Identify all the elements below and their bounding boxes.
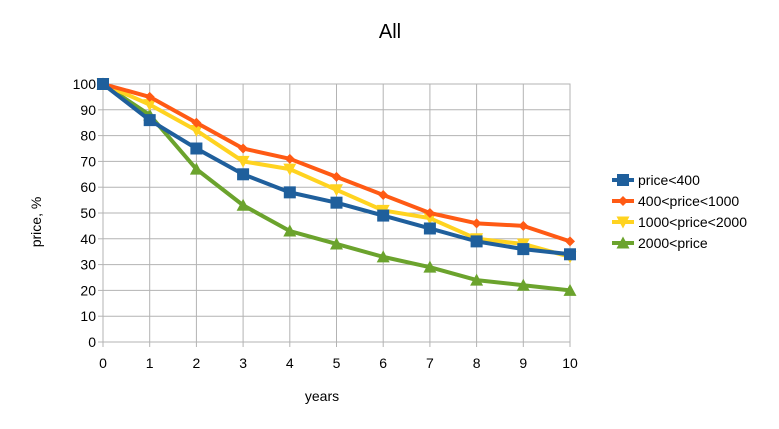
x-axis-label: years	[305, 388, 339, 404]
legend-label: 2000<price	[638, 235, 708, 251]
legend-marker	[616, 236, 630, 249]
data-point	[517, 243, 530, 256]
y-axis-label: price, %	[28, 197, 44, 248]
y-tick-label: 70	[80, 153, 96, 169]
x-tick-label: 7	[426, 355, 434, 371]
data-point	[236, 155, 250, 168]
y-tick-label: 10	[80, 308, 96, 324]
legend-item: 2000<price	[612, 235, 708, 251]
x-tick-label: 9	[519, 355, 527, 371]
data-point	[189, 124, 203, 137]
data-point	[518, 220, 529, 231]
legend-label: 400<price<1000	[638, 193, 739, 209]
data-point	[423, 260, 437, 273]
data-point	[516, 278, 530, 291]
series-1	[97, 78, 576, 261]
x-tick-label: 6	[379, 355, 387, 371]
legend: price<400 400<price<1000 1000<price<2000 20…	[612, 172, 747, 251]
data-point	[564, 248, 576, 261]
data-point	[236, 198, 250, 211]
data-point	[143, 99, 157, 112]
y-tick-label: 40	[80, 231, 96, 247]
data-point	[238, 143, 249, 154]
data-point	[237, 168, 250, 181]
y-tick-label: 0	[88, 334, 96, 350]
series-2	[98, 79, 575, 247]
x-tick-label: 0	[99, 355, 107, 371]
legend-marker	[618, 196, 628, 206]
y-tick-label: 20	[80, 282, 96, 298]
data-point	[331, 171, 342, 182]
y-tick-label: 90	[80, 102, 96, 118]
legend-item: 1000<price<2000	[612, 214, 747, 230]
data-point	[284, 153, 295, 164]
data-point	[97, 78, 109, 90]
legend-label: 1000<price<2000	[638, 214, 747, 230]
y-tick-label: 100	[73, 76, 97, 92]
data-point	[330, 184, 343, 197]
x-tick-label: 3	[239, 355, 247, 371]
x-tick-label: 10	[562, 355, 578, 371]
data-point	[190, 142, 203, 155]
data-point	[563, 283, 577, 296]
y-tick-label: 50	[80, 205, 96, 221]
data-point	[565, 236, 575, 247]
legend-item: 400<price<1000	[612, 193, 739, 209]
data-point	[189, 162, 203, 175]
y-tick-label: 30	[80, 257, 96, 273]
y-tick-label: 80	[80, 128, 96, 144]
legend-label: price<400	[638, 172, 700, 188]
data-point	[143, 114, 156, 127]
legend-item: price<400	[612, 172, 700, 188]
y-tick-label: 60	[80, 179, 96, 195]
x-tick-label: 4	[286, 355, 294, 371]
data-point	[470, 235, 483, 248]
series-group	[96, 77, 577, 296]
data-point	[377, 209, 390, 222]
data-point	[471, 218, 482, 229]
legend-marker	[617, 174, 629, 186]
data-point	[376, 250, 390, 263]
x-tick-label: 1	[146, 355, 154, 371]
data-point	[283, 163, 297, 176]
axes: 0 10 20 30 40 50 60 70 80 90 100 0 1 2 3 4 5 6 7 8 9 10	[73, 76, 578, 371]
data-point	[283, 224, 297, 237]
data-point	[470, 273, 484, 286]
x-tick-label: 2	[193, 355, 201, 371]
data-point	[330, 237, 343, 250]
x-tick-label: 5	[333, 355, 341, 371]
legend-marker	[616, 216, 630, 229]
chart-title: All	[379, 21, 401, 43]
data-point	[144, 91, 155, 102]
data-point	[424, 208, 435, 218]
data-point	[330, 196, 343, 209]
x-tick-label: 8	[473, 355, 481, 371]
data-point	[423, 222, 436, 235]
data-point	[283, 186, 296, 199]
data-point	[191, 117, 202, 128]
data-point	[378, 189, 389, 200]
